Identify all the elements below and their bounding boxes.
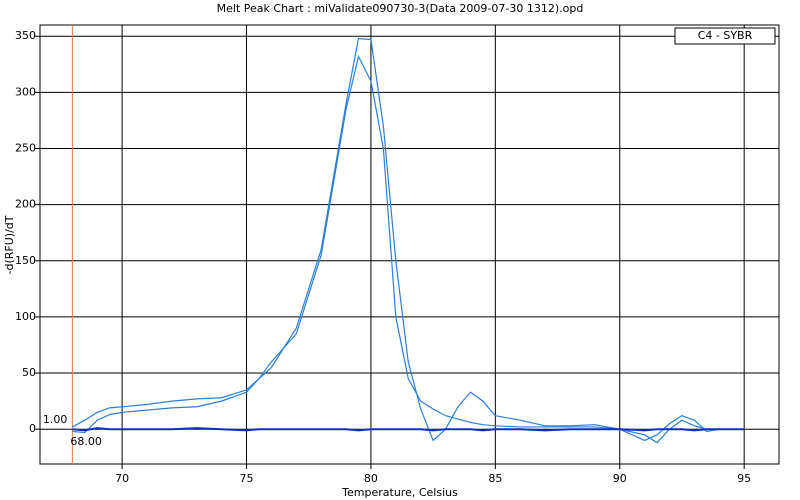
legend-label: C4 - SYBR bbox=[698, 29, 753, 42]
x-tick-label: 85 bbox=[488, 472, 502, 485]
x-tick-label: 90 bbox=[613, 472, 627, 485]
y-tick-label: 200 bbox=[15, 198, 36, 211]
threshold-label: 1.00 bbox=[43, 413, 68, 426]
chart-title: Melt Peak Chart : miValidate090730-3(Dat… bbox=[217, 2, 584, 15]
x-tick-label: 70 bbox=[115, 472, 129, 485]
x-axis-label: Temperature, Celsius bbox=[341, 486, 458, 499]
y-tick-label: 100 bbox=[15, 310, 36, 323]
y-axis-label: -d(RFU)/dT bbox=[3, 215, 16, 274]
x-tick-label: 80 bbox=[364, 472, 378, 485]
y-tick-label: 50 bbox=[22, 366, 36, 379]
y-tick-label: 150 bbox=[15, 254, 36, 267]
y-tick-label: 300 bbox=[15, 85, 36, 98]
y-tick-label: 0 bbox=[29, 422, 36, 435]
y-tick-label: 250 bbox=[15, 142, 36, 155]
data-line bbox=[72, 37, 745, 442]
x-tick-label: 75 bbox=[240, 472, 254, 485]
plot-area bbox=[39, 24, 780, 465]
y-tick-label: 350 bbox=[15, 29, 36, 42]
threshold-label: 68.00 bbox=[70, 435, 102, 448]
data-line bbox=[72, 427, 745, 432]
x-tick-label: 95 bbox=[737, 472, 751, 485]
data-line bbox=[72, 54, 745, 444]
legend-box bbox=[674, 27, 776, 45]
